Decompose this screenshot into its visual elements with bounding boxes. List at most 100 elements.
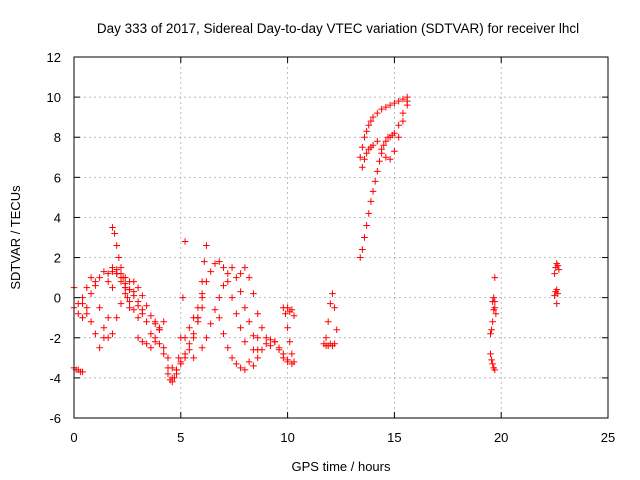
data-point bbox=[87, 274, 95, 281]
data-point bbox=[220, 264, 227, 271]
data-point bbox=[79, 314, 86, 322]
data-point bbox=[74, 310, 82, 318]
series-arc-u bbox=[356, 93, 411, 161]
data-point bbox=[322, 334, 330, 342]
data-point bbox=[87, 318, 95, 326]
data-point bbox=[489, 360, 496, 368]
data-point bbox=[233, 360, 240, 368]
series-arc-z bbox=[491, 274, 499, 281]
data-point bbox=[267, 342, 274, 350]
data-point bbox=[79, 294, 86, 301]
data-point bbox=[147, 330, 155, 338]
data-point bbox=[104, 278, 112, 285]
data-point bbox=[194, 314, 202, 322]
data-point bbox=[237, 324, 244, 332]
series-arc-t bbox=[356, 97, 411, 261]
data-point bbox=[391, 129, 398, 137]
data-point bbox=[126, 304, 133, 311]
data-point bbox=[380, 141, 388, 149]
data-point bbox=[168, 364, 176, 372]
data-point bbox=[121, 280, 129, 287]
series-arc-m bbox=[215, 314, 261, 374]
data-point bbox=[365, 210, 373, 217]
x-tick-label: 5 bbox=[177, 430, 184, 445]
data-point bbox=[489, 318, 496, 326]
data-point bbox=[83, 304, 91, 311]
data-point bbox=[554, 290, 562, 297]
data-point bbox=[160, 350, 168, 358]
data-point bbox=[356, 153, 364, 161]
data-point bbox=[130, 292, 138, 299]
data-point bbox=[386, 155, 394, 163]
data-point bbox=[374, 109, 381, 117]
data-point bbox=[198, 290, 206, 297]
data-point bbox=[363, 149, 370, 157]
data-point bbox=[487, 350, 494, 358]
x-tick-label: 15 bbox=[387, 430, 401, 445]
data-point bbox=[224, 344, 232, 352]
data-point bbox=[399, 117, 407, 125]
data-point bbox=[331, 340, 338, 348]
data-point bbox=[361, 155, 368, 163]
data-point bbox=[104, 314, 112, 322]
y-tick-label: -6 bbox=[49, 411, 61, 426]
data-point bbox=[220, 282, 227, 289]
data-point bbox=[374, 137, 381, 145]
data-point bbox=[117, 274, 125, 281]
data-point bbox=[280, 350, 287, 358]
data-point bbox=[186, 346, 193, 354]
series-arc-ac bbox=[553, 300, 561, 307]
axis-ticks: 0 5 10 15 20 25 -6 -4 -2 0 2 4 6 8 10 12 bbox=[47, 50, 616, 445]
data-point bbox=[399, 95, 407, 103]
data-point bbox=[237, 364, 244, 372]
data-point bbox=[361, 133, 368, 141]
data-point bbox=[181, 334, 189, 342]
data-point bbox=[359, 164, 366, 171]
data-point bbox=[399, 109, 407, 117]
data-point bbox=[282, 310, 289, 318]
series-arc-c bbox=[70, 364, 86, 376]
x-tick-label: 10 bbox=[280, 430, 294, 445]
data-point bbox=[488, 326, 495, 334]
series-arc-i bbox=[164, 238, 189, 386]
data-point bbox=[284, 356, 291, 364]
data-point bbox=[151, 334, 159, 342]
data-point bbox=[139, 292, 146, 299]
data-point bbox=[100, 324, 108, 332]
data-point bbox=[553, 286, 561, 293]
data-point bbox=[267, 336, 274, 344]
data-point bbox=[130, 278, 138, 285]
data-point bbox=[177, 360, 185, 368]
data-point bbox=[126, 298, 133, 305]
series-arc-v bbox=[359, 101, 411, 171]
data-point bbox=[194, 304, 202, 311]
data-point bbox=[369, 141, 377, 149]
data-point bbox=[369, 188, 377, 195]
data-point bbox=[363, 222, 370, 229]
data-point bbox=[160, 344, 168, 352]
grid bbox=[74, 57, 608, 418]
data-point bbox=[96, 274, 103, 281]
series-arc-q bbox=[284, 304, 298, 320]
data-point bbox=[117, 300, 125, 307]
data-point bbox=[250, 346, 257, 354]
data-point bbox=[378, 145, 385, 153]
y-axis-label: SDTVAR / TECUs bbox=[8, 185, 23, 290]
data-point bbox=[250, 290, 257, 297]
data-point bbox=[92, 330, 99, 338]
data-point bbox=[363, 127, 370, 135]
data-point bbox=[113, 314, 121, 322]
data-point bbox=[359, 143, 366, 151]
data-point bbox=[395, 97, 402, 105]
data-point bbox=[386, 101, 394, 109]
data-point bbox=[492, 310, 500, 318]
data-point bbox=[179, 294, 187, 301]
data-point bbox=[156, 326, 163, 334]
data-point bbox=[224, 278, 232, 285]
data-point bbox=[151, 318, 159, 326]
data-point bbox=[241, 304, 249, 311]
data-point bbox=[376, 157, 383, 165]
data-point bbox=[121, 290, 129, 297]
data-point bbox=[215, 258, 223, 265]
x-tick-label: 25 bbox=[601, 430, 615, 445]
